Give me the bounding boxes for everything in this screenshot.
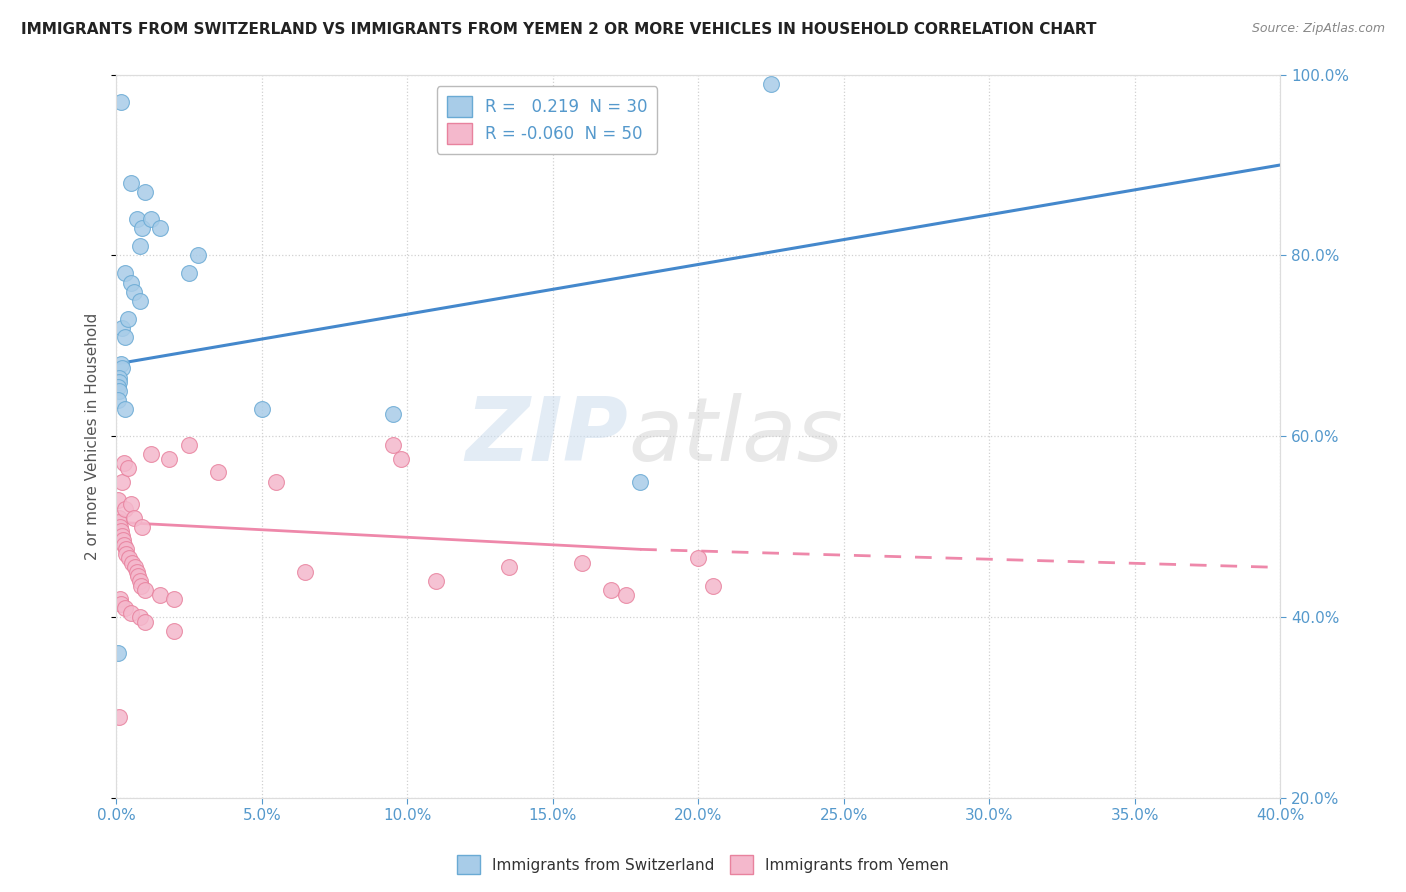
Text: ZIP: ZIP — [465, 392, 628, 480]
Point — [114, 501, 136, 516]
Point — [128, 293, 150, 308]
Point — [127, 569, 149, 583]
Point — [115, 547, 138, 561]
Point — [114, 267, 136, 281]
Point — [114, 402, 136, 417]
Legend: R =   0.219  N = 30, R = -0.060  N = 50: R = 0.219 N = 30, R = -0.060 N = 50 — [437, 87, 658, 153]
Point — [498, 560, 520, 574]
Point — [702, 578, 724, 592]
Point — [141, 447, 163, 461]
Point — [120, 606, 142, 620]
Point — [107, 492, 129, 507]
Point — [131, 221, 153, 235]
Point — [122, 285, 145, 299]
Point — [114, 601, 136, 615]
Point — [571, 556, 593, 570]
Point — [118, 551, 141, 566]
Point — [107, 375, 129, 389]
Point — [177, 438, 200, 452]
Text: IMMIGRANTS FROM SWITZERLAND VS IMMIGRANTS FROM YEMEN 2 OR MORE VEHICLES IN HOUSE: IMMIGRANTS FROM SWITZERLAND VS IMMIGRANT… — [21, 22, 1097, 37]
Point — [117, 311, 139, 326]
Point — [111, 475, 134, 489]
Point — [266, 475, 288, 489]
Point — [381, 407, 404, 421]
Point — [759, 77, 782, 91]
Point — [250, 402, 273, 417]
Point — [107, 646, 129, 660]
Point — [688, 551, 710, 566]
Point — [163, 592, 186, 607]
Point — [108, 370, 131, 384]
Point — [112, 538, 135, 552]
Point — [177, 267, 200, 281]
Point — [628, 475, 651, 489]
Point — [120, 497, 142, 511]
Point — [163, 624, 186, 638]
Point — [111, 533, 134, 548]
Point — [111, 361, 134, 376]
Point — [107, 379, 129, 393]
Point — [114, 330, 136, 344]
Point — [381, 438, 404, 452]
Point — [149, 588, 172, 602]
Point — [149, 221, 172, 235]
Point — [128, 574, 150, 588]
Point — [122, 510, 145, 524]
Point — [207, 466, 229, 480]
Point — [120, 176, 142, 190]
Point — [125, 565, 148, 579]
Point — [111, 320, 134, 334]
Legend: Immigrants from Switzerland, Immigrants from Yemen: Immigrants from Switzerland, Immigrants … — [451, 849, 955, 880]
Text: atlas: atlas — [628, 393, 844, 479]
Point — [134, 185, 156, 199]
Y-axis label: 2 or more Vehicles in Household: 2 or more Vehicles in Household — [86, 313, 100, 560]
Point — [141, 212, 163, 227]
Point — [120, 276, 142, 290]
Point — [107, 709, 129, 723]
Point — [425, 574, 447, 588]
Point — [108, 384, 131, 398]
Point — [107, 393, 129, 408]
Text: Source: ZipAtlas.com: Source: ZipAtlas.com — [1251, 22, 1385, 36]
Point — [108, 520, 131, 534]
Point — [128, 610, 150, 624]
Point — [134, 615, 156, 629]
Point — [125, 212, 148, 227]
Point — [124, 560, 146, 574]
Point — [614, 588, 637, 602]
Point — [129, 578, 152, 592]
Point — [121, 556, 143, 570]
Point — [110, 597, 132, 611]
Point — [110, 95, 132, 109]
Point — [110, 529, 132, 543]
Point — [110, 524, 132, 539]
Point — [117, 461, 139, 475]
Point — [112, 457, 135, 471]
Point — [157, 451, 180, 466]
Point — [110, 357, 132, 371]
Point — [134, 582, 156, 597]
Point — [294, 565, 316, 579]
Point — [114, 542, 136, 557]
Point — [131, 520, 153, 534]
Point — [108, 592, 131, 607]
Point — [187, 248, 209, 262]
Point — [108, 515, 131, 529]
Point — [128, 239, 150, 253]
Point — [391, 451, 413, 466]
Point — [107, 510, 129, 524]
Point — [600, 582, 623, 597]
